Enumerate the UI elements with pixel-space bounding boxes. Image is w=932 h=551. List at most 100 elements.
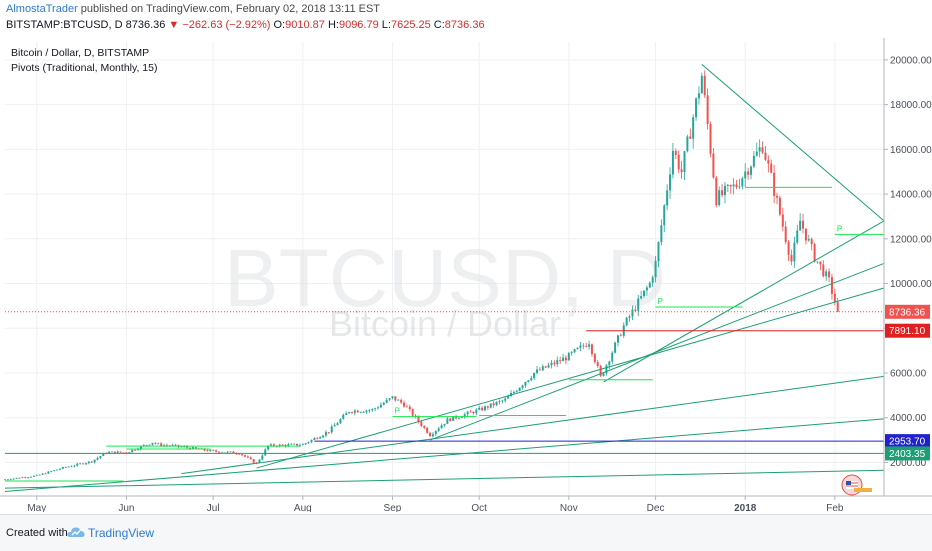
candle-body: [524, 381, 527, 386]
candle-body: [643, 290, 646, 297]
candle-body: [440, 425, 443, 429]
candle-body: [296, 443, 299, 446]
candle-body: [99, 456, 102, 458]
candle-body: [304, 443, 307, 445]
candle-body: [32, 475, 35, 477]
close-value: 8736.36: [444, 19, 485, 31]
author-link[interactable]: AlmostaTrader: [6, 3, 78, 15]
price-tick-label: 6000.00: [890, 368, 927, 379]
candle-body: [160, 443, 163, 446]
candle-body: [680, 169, 683, 173]
candle-body: [455, 416, 458, 419]
tradingview-label: TradingView: [88, 526, 155, 540]
candle-body: [628, 316, 631, 318]
candle-body: [403, 402, 406, 407]
candle-body: [593, 354, 596, 363]
candle-body: [56, 469, 59, 471]
candle-body: [70, 466, 73, 468]
candle-body: [385, 399, 388, 403]
candle-body: [310, 439, 313, 443]
candle-body: [217, 451, 220, 453]
candle-body: [4, 479, 6, 481]
candle-body: [420, 421, 423, 426]
candle-body: [556, 360, 559, 365]
candle-body: [657, 242, 660, 262]
candle-body: [703, 75, 706, 96]
watermark-name: Bitcoin / Dollar: [329, 303, 561, 344]
candle-body: [165, 445, 168, 446]
candle-body: [47, 471, 50, 474]
candle-body: [810, 239, 813, 245]
candle-body: [12, 478, 15, 480]
candle-body: [388, 398, 391, 400]
candle-body: [536, 369, 539, 373]
trend-line: [181, 375, 885, 475]
ohlc-line: BITSTAMP:BTCUSD, D 8736.36 ▼ −262.63 (−2…: [6, 19, 485, 31]
time-tick-label: Jun: [118, 503, 134, 512]
time-tick-label: Feb: [826, 503, 844, 512]
candle-body: [316, 438, 319, 439]
candle-body: [747, 171, 750, 175]
candle-body: [654, 261, 657, 278]
candle-body: [830, 277, 833, 294]
candle-body: [553, 362, 556, 365]
candle-body: [264, 449, 267, 456]
footer: Created with TradingView: [0, 514, 932, 551]
candle-body: [287, 444, 290, 447]
trend-line: [4, 418, 885, 493]
candle-body: [735, 184, 738, 188]
candle-body: [645, 287, 648, 291]
flag-ribbon: [854, 488, 872, 492]
trend-line: [256, 287, 885, 469]
candle-body: [590, 344, 593, 355]
candle-body: [579, 345, 582, 348]
candle-body: [330, 426, 333, 433]
candle-body: [804, 228, 807, 241]
candle-body: [512, 391, 515, 394]
candle-body: [611, 352, 614, 362]
candle-body: [625, 317, 628, 326]
candle-body: [729, 184, 732, 187]
price-label: 8736.36: [889, 307, 926, 318]
price-tick-label: 4000.00: [890, 413, 927, 424]
price-label-box: [885, 446, 930, 461]
trend-line: [4, 469, 885, 489]
candle-body: [478, 407, 481, 410]
flag-canton: [846, 481, 851, 485]
candle-body: [102, 453, 105, 457]
candle-body: [394, 396, 397, 401]
price-axis-bg: [884, 38, 932, 512]
candle-body: [619, 335, 622, 337]
time-tick-label: 2018: [734, 503, 757, 512]
candle-body: [180, 446, 183, 448]
candle-body: [758, 147, 761, 152]
candle-body: [828, 271, 831, 278]
candle-body: [567, 352, 570, 361]
candle-body: [773, 172, 776, 196]
candle-body: [417, 416, 420, 422]
chart-area[interactable]: BTCUSD, D Bitcoin / Dollar Bitcoin / Dolla…: [0, 38, 932, 514]
candle-body: [345, 413, 348, 415]
candle-body: [640, 296, 643, 299]
candle-body: [137, 449, 140, 451]
candle-body: [637, 298, 640, 311]
candle-body: [689, 136, 692, 139]
candle-body: [252, 459, 255, 463]
chart-header: AlmostaTrader published on TradingView.c…: [0, 0, 932, 38]
publish-line: AlmostaTrader published on TradingView.c…: [6, 3, 380, 15]
candle-body: [189, 447, 192, 450]
tradingview-brand[interactable]: TradingView: [67, 524, 187, 542]
candle-body: [359, 412, 362, 413]
candle-body: [744, 171, 747, 179]
candle-body: [721, 190, 724, 196]
candle-body: [53, 470, 56, 472]
candle-body: [44, 473, 47, 475]
pivot-marker: P: [658, 297, 663, 306]
candle-body: [507, 396, 510, 399]
candle-body: [128, 452, 131, 454]
candle-body: [27, 477, 30, 479]
close-label: C:: [433, 19, 445, 31]
candle-body: [73, 465, 76, 467]
candle-body: [284, 444, 287, 447]
